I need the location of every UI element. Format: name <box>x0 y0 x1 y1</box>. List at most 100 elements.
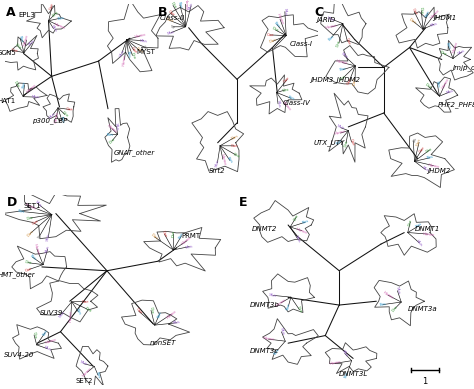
Text: Dan: Dan <box>416 138 422 147</box>
Text: Dro: Dro <box>419 7 424 14</box>
Text: Mus: Mus <box>294 234 301 243</box>
Text: Homo: Homo <box>430 8 441 19</box>
Text: C: C <box>314 6 324 19</box>
Text: Mus: Mus <box>166 30 175 36</box>
Text: Bos: Bos <box>42 328 49 336</box>
Text: Homo: Homo <box>452 40 459 53</box>
Text: Bos: Bos <box>22 81 27 89</box>
Text: Bos: Bos <box>178 231 185 240</box>
Text: Mus: Mus <box>215 159 220 167</box>
Text: Dro: Dro <box>26 216 34 221</box>
Text: p300_CBP: p300_CBP <box>32 117 68 124</box>
Text: Homo: Homo <box>44 337 57 345</box>
Text: Mus: Mus <box>173 320 181 325</box>
Text: Bos: Bos <box>57 16 64 21</box>
Text: Homo: Homo <box>106 123 118 134</box>
Text: Dro: Dro <box>13 81 20 88</box>
Text: Mus: Mus <box>34 200 43 209</box>
Text: Mus: Mus <box>43 345 52 352</box>
Text: Bos: Bos <box>226 156 234 165</box>
Text: JHDM2: JHDM2 <box>427 168 450 173</box>
Text: SUV4-20: SUV4-20 <box>3 352 34 357</box>
Text: Bos: Bos <box>336 138 344 145</box>
Text: Cae: Cae <box>161 230 168 238</box>
Text: Cae: Cae <box>130 46 138 54</box>
Text: MYST: MYST <box>136 49 155 54</box>
Text: Homo: Homo <box>134 33 146 39</box>
Text: Dan: Dan <box>135 47 144 54</box>
Text: Bos: Bos <box>339 67 347 72</box>
Text: Mus: Mus <box>185 244 194 249</box>
Text: Bos: Bos <box>426 155 434 160</box>
Text: Cae: Cae <box>135 307 143 315</box>
Text: Mus: Mus <box>48 111 57 119</box>
Text: Homo: Homo <box>296 227 308 235</box>
Text: Mus: Mus <box>114 122 119 131</box>
Text: Dro: Dro <box>61 110 69 118</box>
Text: Homo: Homo <box>262 336 274 342</box>
Text: Mus: Mus <box>79 361 88 367</box>
Text: Jmjp_only: Jmjp_only <box>452 64 474 71</box>
Text: Homo: Homo <box>422 231 434 237</box>
Text: Cae: Cae <box>11 48 19 53</box>
Text: JHDM1: JHDM1 <box>433 15 456 21</box>
Text: Bos: Bos <box>328 33 336 42</box>
Text: Bos: Bos <box>75 308 82 316</box>
Text: Mus: Mus <box>336 124 345 131</box>
Text: nonSET: nonSET <box>149 340 176 346</box>
Text: Cae: Cae <box>348 138 355 146</box>
Text: Homo: Homo <box>382 290 394 300</box>
Text: Cae: Cae <box>49 2 55 10</box>
Text: Homo: Homo <box>82 366 93 378</box>
Text: Homo: Homo <box>53 22 65 30</box>
Text: Dro: Dro <box>14 42 22 50</box>
Text: Homo: Homo <box>441 77 450 89</box>
Text: Cae: Cae <box>410 7 418 16</box>
Text: Bos: Bos <box>18 209 26 214</box>
Text: Mus: Mus <box>275 100 281 108</box>
Text: Bos: Bos <box>156 310 163 318</box>
Text: Homo: Homo <box>165 309 177 319</box>
Text: Cae: Cae <box>167 10 175 18</box>
Text: Dan: Dan <box>230 134 239 141</box>
Text: Bos: Bos <box>415 222 423 229</box>
Text: GCN5: GCN5 <box>0 51 16 56</box>
Text: DNMT1: DNMT1 <box>415 226 440 232</box>
Text: Homo: Homo <box>329 360 342 366</box>
Text: Mus: Mus <box>188 2 194 10</box>
Text: Bos: Bos <box>287 95 295 101</box>
Text: Homo: Homo <box>336 60 348 66</box>
Text: Dro: Dro <box>439 50 447 56</box>
Text: Sp: Sp <box>272 44 278 51</box>
Text: Dro: Dro <box>51 10 59 18</box>
Text: Dro: Dro <box>172 230 175 237</box>
Text: Dro: Dro <box>169 2 177 9</box>
Text: Dan: Dan <box>150 233 159 241</box>
Text: Bos: Bos <box>301 219 309 225</box>
Text: Bos: Bos <box>177 1 183 9</box>
Text: SET1: SET1 <box>24 203 41 209</box>
Text: DNMT3c: DNMT3c <box>250 348 280 354</box>
Text: Mus: Mus <box>269 293 277 298</box>
Text: Homo: Homo <box>33 243 41 255</box>
Text: Dan: Dan <box>353 77 357 86</box>
Text: Mus: Mus <box>457 48 466 56</box>
Text: Cae: Cae <box>418 145 426 154</box>
Text: Homo: Homo <box>122 54 127 66</box>
Text: Dro: Dro <box>84 306 92 313</box>
Text: Sirt2: Sirt2 <box>210 168 226 173</box>
Text: Dan: Dan <box>408 17 417 25</box>
Text: HAT1: HAT1 <box>0 98 16 104</box>
Text: Dro: Dro <box>391 305 398 313</box>
Text: Dro: Dro <box>31 331 37 339</box>
Text: Sp: Sp <box>143 45 149 50</box>
Text: Bos: Bos <box>285 303 291 310</box>
Text: Dro: Dro <box>129 51 136 60</box>
Text: Cae: Cae <box>230 144 238 148</box>
Text: Bos: Bos <box>445 42 452 50</box>
Text: E: E <box>239 196 248 209</box>
Text: Mus: Mus <box>415 239 423 247</box>
Text: Mus: Mus <box>118 49 125 58</box>
Text: Sp: Sp <box>37 233 43 239</box>
Text: Dro: Dro <box>282 87 289 93</box>
